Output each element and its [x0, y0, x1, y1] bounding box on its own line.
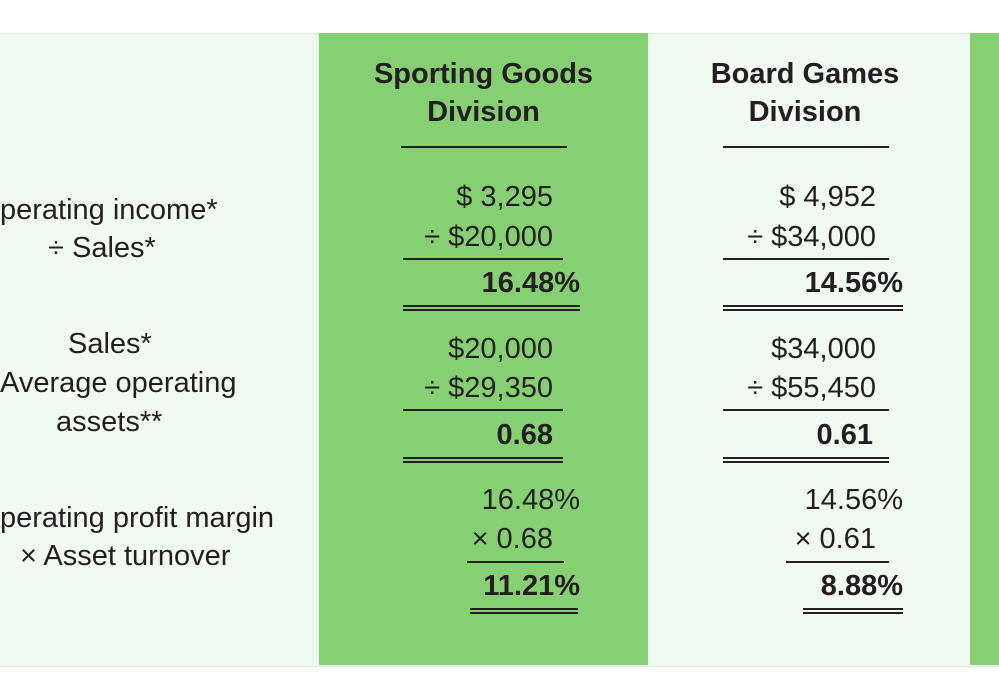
board-operating-income: $ 4,952: [779, 181, 876, 213]
label-assets: assets**: [56, 406, 163, 438]
sporting-operating-income: $ 3,295: [456, 181, 553, 213]
header-board-games-line1: Board Games: [710, 58, 900, 90]
sporting-asset-turnover: 0.68: [496, 419, 553, 451]
board-roi: 8.88%: [820, 570, 903, 602]
sporting-roi: 11.21%: [483, 570, 580, 602]
next-column-bg: [970, 33, 999, 665]
board-roi-double-rule: [803, 608, 903, 614]
sporting-sales: ÷ $20,000: [424, 221, 553, 253]
board-margin-rule: [723, 258, 889, 260]
board-margin-factor: 14.56%: [804, 484, 903, 516]
board-sales: ÷ $34,000: [747, 221, 876, 253]
sporting-sales-2: $20,000: [448, 333, 553, 365]
sporting-roi-double-rule: [470, 608, 578, 614]
sporting-avg-assets: ÷ $29,350: [424, 372, 553, 404]
label-average-operating: Average operating: [0, 367, 237, 399]
board-turnover-rule: [723, 409, 889, 411]
sporting-margin-rule: [403, 258, 563, 260]
sporting-turnover-double-rule: [403, 457, 563, 463]
header-underline-board: [723, 146, 889, 148]
sporting-turnover-rule: [403, 409, 563, 411]
header-underline-sporting: [401, 146, 567, 148]
board-avg-assets: ÷ $55,450: [747, 372, 876, 404]
label-sales: Sales*: [68, 328, 152, 360]
sporting-roi-rule: [467, 561, 564, 563]
header-sporting-goods-line2: Division: [427, 96, 540, 128]
board-sales-2: $34,000: [771, 333, 876, 365]
sporting-margin-factor: 16.48%: [481, 484, 580, 516]
board-asset-turnover: 0.61: [816, 419, 873, 451]
label-operating-profit-margin: perating profit margin: [0, 502, 275, 534]
label-operating-income: perating income*: [0, 194, 218, 226]
header-board-games-line2: Division: [748, 96, 862, 128]
label-divide-sales: ÷ Sales*: [48, 232, 156, 264]
board-turnover-factor: × 0.61: [794, 523, 876, 555]
header-sporting-goods-line1: Sporting Goods: [373, 58, 594, 90]
board-margin-double-rule: [723, 305, 903, 311]
board-turnover-double-rule: [723, 457, 889, 463]
label-asset-turnover: × Asset turnover: [20, 540, 231, 572]
sporting-operating-margin: 16.48%: [481, 267, 580, 299]
board-roi-rule: [786, 561, 889, 563]
sporting-goods-column-bg: [319, 33, 648, 665]
sporting-margin-double-rule: [403, 305, 580, 311]
sporting-turnover-factor: × 0.68: [471, 523, 553, 555]
board-operating-margin: 14.56%: [804, 267, 903, 299]
